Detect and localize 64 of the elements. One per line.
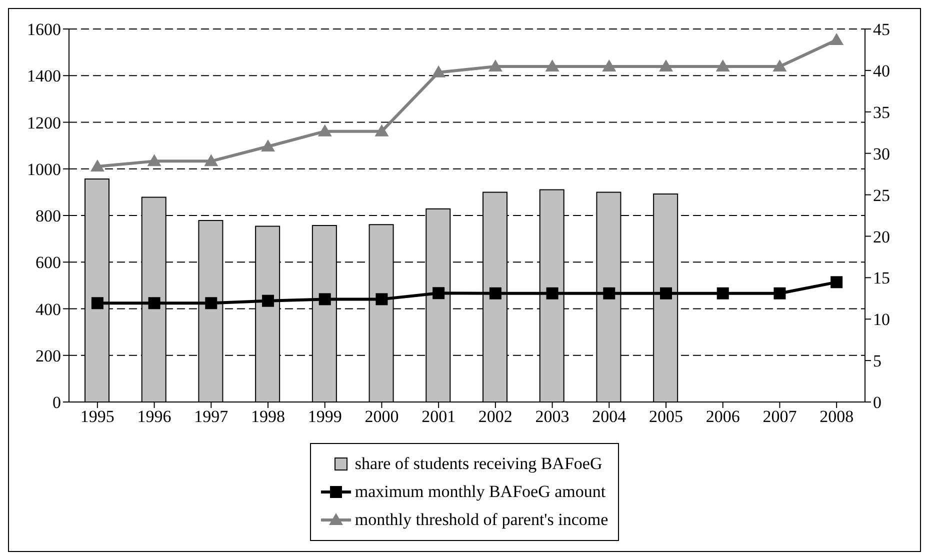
- y2-tick-label: 0: [873, 393, 882, 412]
- point: [716, 60, 730, 72]
- y2-tick-label: 40: [873, 61, 890, 80]
- point: [374, 124, 389, 136]
- y2-tick-label: 20: [873, 227, 890, 246]
- x-tick-label: 2007: [762, 407, 798, 426]
- point: [545, 60, 560, 72]
- x-tick-label: 2000: [364, 407, 399, 426]
- x-tick-label: 2003: [535, 407, 570, 426]
- point: [488, 60, 502, 72]
- point: [716, 287, 729, 300]
- x-tick-label: 1999: [308, 407, 342, 426]
- x-tick-label: 1997: [194, 407, 229, 426]
- x-tick-label: 2002: [478, 407, 512, 426]
- x-tick-label: 2008: [820, 407, 854, 426]
- y-tick-label: 400: [36, 300, 61, 319]
- y2-tick-label: 45: [873, 20, 890, 40]
- y-tick-label: 800: [36, 206, 61, 226]
- point: [261, 139, 275, 152]
- y-tick-label: 1000: [27, 160, 61, 179]
- point: [318, 293, 331, 306]
- y-tick-label: 0: [52, 393, 61, 412]
- x-tick-label: 2004: [592, 407, 627, 426]
- x-tick-label: 1996: [137, 407, 172, 426]
- point: [376, 293, 388, 306]
- x-tick-label: 1995: [80, 407, 114, 426]
- y-tick-label: 1200: [27, 113, 61, 132]
- point: [147, 154, 162, 166]
- point: [432, 65, 446, 78]
- y2-tick-label: 35: [873, 102, 890, 122]
- y-tick-label: 1600: [27, 20, 61, 40]
- point: [546, 287, 558, 300]
- point: [660, 287, 672, 300]
- point: [489, 287, 502, 300]
- point: [772, 60, 787, 72]
- y-tick-label: 200: [36, 346, 61, 366]
- point: [602, 60, 616, 72]
- y2-tick-label: 30: [873, 144, 890, 164]
- point: [830, 276, 843, 288]
- point: [204, 154, 218, 166]
- point: [432, 287, 445, 300]
- point: [659, 60, 673, 72]
- y-tick-label: 1400: [27, 66, 61, 86]
- y2-tick-label: 25: [873, 186, 890, 205]
- legend-label: maximum monthly BAFoeG amount: [354, 482, 606, 502]
- point: [830, 32, 844, 45]
- point: [774, 287, 786, 300]
- y-tick-label: 600: [36, 253, 61, 272]
- x-tick-label: 2006: [706, 407, 740, 426]
- x-tick-label: 1998: [251, 407, 285, 426]
- x-tick-label: 2001: [422, 407, 456, 426]
- point: [205, 297, 218, 310]
- y2-tick-label: 15: [873, 268, 890, 288]
- y2-tick-label: 5: [873, 352, 882, 371]
- y2-tick-label: 10: [873, 310, 890, 330]
- point: [318, 124, 332, 136]
- point: [148, 297, 160, 310]
- legend-label: share of students receiving BAFoeG: [354, 454, 602, 474]
- legend-label: monthly threshold of parent's income: [354, 510, 608, 530]
- point: [603, 287, 616, 300]
- point: [262, 294, 274, 307]
- point: [90, 160, 104, 172]
- point: [91, 297, 104, 310]
- x-tick-label: 2005: [649, 407, 683, 426]
